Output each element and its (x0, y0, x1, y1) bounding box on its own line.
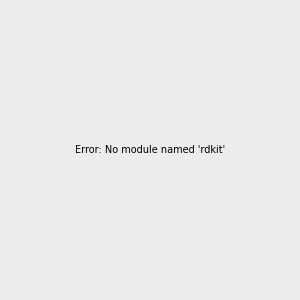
Text: Error: No module named 'rdkit': Error: No module named 'rdkit' (75, 145, 225, 155)
